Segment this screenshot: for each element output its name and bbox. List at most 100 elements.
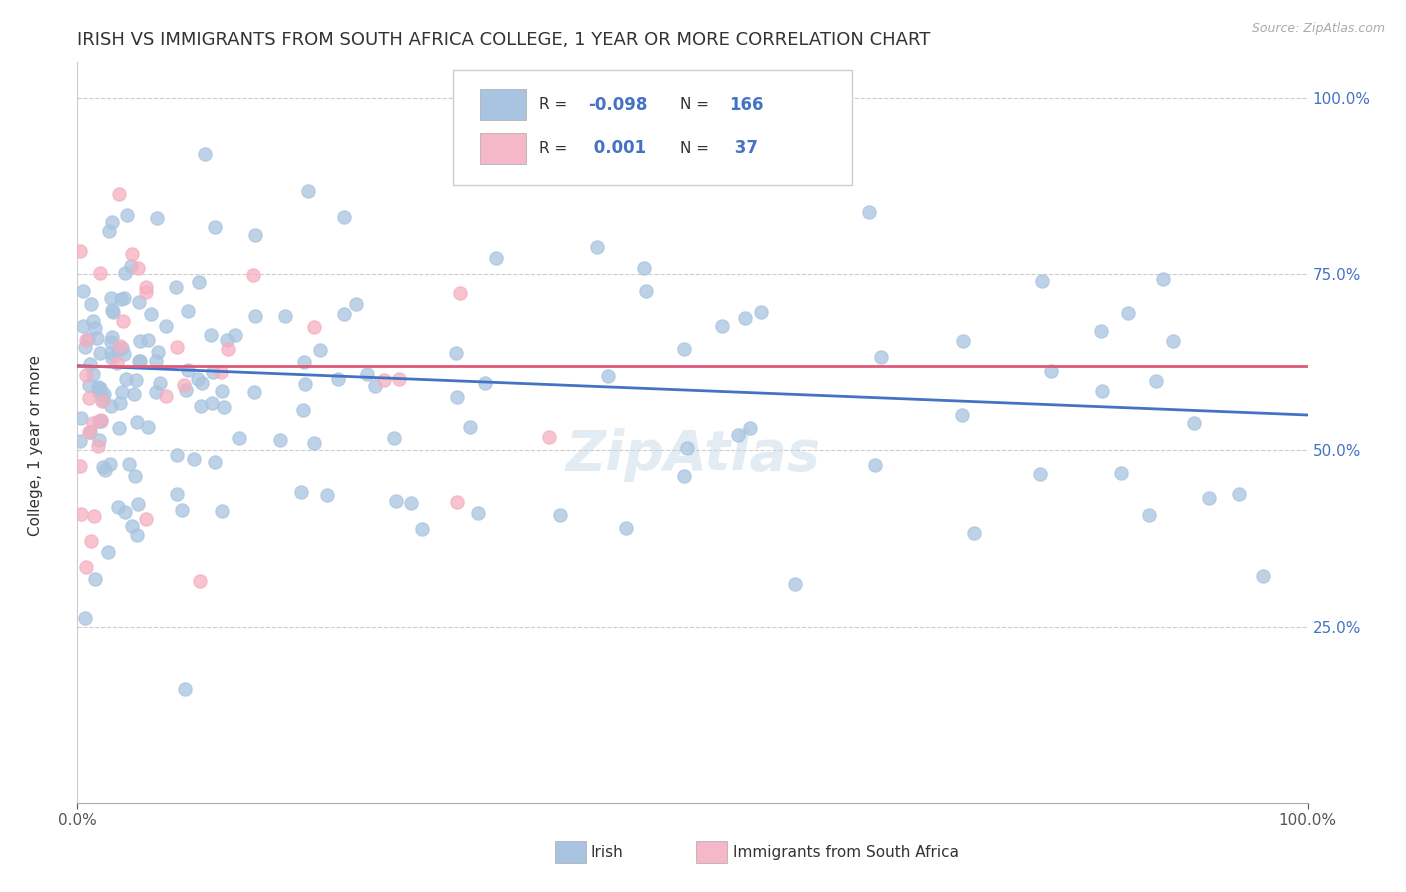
Point: [100, 335, 122, 350]
Point: [135, 285, 157, 299]
Point: [858, 205, 880, 219]
Point: [170, 502, 193, 516]
Point: [461, 91, 484, 105]
Point: [73, 611, 96, 625]
Point: [384, 432, 406, 446]
Point: [80, 297, 103, 311]
Point: [120, 259, 142, 273]
Point: [950, 409, 973, 423]
Point: [174, 681, 197, 696]
Point: [1182, 416, 1205, 430]
Point: [446, 390, 468, 404]
FancyBboxPatch shape: [479, 89, 526, 120]
Point: [69, 434, 91, 448]
Point: [242, 268, 264, 282]
Point: [166, 280, 188, 294]
Point: [675, 441, 697, 455]
Point: [783, 577, 806, 591]
Point: [201, 395, 224, 409]
Point: [316, 488, 339, 502]
Point: [75, 333, 97, 347]
Point: [202, 365, 225, 379]
Text: Source: ZipAtlas.com: Source: ZipAtlas.com: [1251, 22, 1385, 36]
Point: [446, 345, 468, 359]
Point: [243, 227, 266, 242]
Point: [91, 393, 114, 408]
Point: [110, 339, 132, 353]
Text: ZipAtlas: ZipAtlas: [565, 428, 820, 482]
Point: [727, 428, 749, 442]
Point: [616, 521, 638, 535]
Point: [474, 376, 496, 390]
Point: [194, 146, 217, 161]
Point: [190, 376, 212, 390]
Point: [1118, 306, 1140, 320]
Point: [209, 365, 232, 379]
FancyBboxPatch shape: [453, 70, 852, 185]
Point: [114, 371, 136, 385]
Point: [111, 384, 134, 399]
Point: [83, 508, 105, 523]
Point: [485, 251, 508, 265]
Point: [112, 291, 135, 305]
Point: [101, 305, 124, 319]
Point: [332, 210, 354, 224]
Point: [633, 260, 655, 275]
Text: R =: R =: [538, 141, 572, 156]
Point: [127, 260, 149, 275]
Point: [204, 220, 226, 235]
Point: [538, 430, 561, 444]
Point: [111, 341, 134, 355]
Point: [273, 309, 295, 323]
Point: [75, 368, 97, 382]
Point: [294, 377, 316, 392]
Point: [598, 368, 620, 383]
Point: [112, 347, 135, 361]
Point: [363, 378, 385, 392]
Point: [217, 343, 239, 357]
Point: [326, 372, 349, 386]
Point: [1198, 491, 1220, 505]
Point: [111, 314, 134, 328]
Point: [105, 356, 128, 370]
Point: [174, 384, 197, 398]
Point: [1251, 569, 1274, 583]
Point: [333, 307, 356, 321]
Point: [97, 545, 120, 559]
Point: [75, 560, 97, 574]
Point: [100, 346, 122, 360]
Point: [91, 393, 114, 408]
Point: [84, 320, 107, 334]
Point: [673, 342, 696, 356]
Point: [297, 184, 319, 198]
Point: [673, 468, 696, 483]
Point: [211, 504, 233, 518]
Point: [108, 186, 131, 201]
Point: [90, 414, 112, 428]
Point: [145, 385, 167, 400]
Point: [83, 572, 105, 586]
Point: [69, 459, 91, 474]
Text: N =: N =: [681, 97, 714, 112]
Point: [738, 420, 761, 434]
Point: [135, 512, 157, 526]
Point: [128, 354, 150, 368]
Point: [1137, 508, 1160, 522]
Point: [93, 387, 115, 401]
Point: [166, 340, 188, 354]
Point: [458, 420, 481, 434]
Text: Irish: Irish: [591, 846, 623, 860]
Point: [91, 460, 114, 475]
Text: 166: 166: [730, 95, 763, 113]
Point: [149, 376, 172, 390]
Point: [1144, 375, 1167, 389]
Point: [97, 224, 120, 238]
Point: [108, 396, 131, 410]
Text: N =: N =: [681, 141, 714, 156]
Point: [138, 334, 160, 348]
Point: [269, 433, 291, 447]
Point: [114, 266, 136, 280]
Point: [344, 296, 367, 310]
Point: [177, 304, 200, 318]
Point: [89, 381, 111, 395]
